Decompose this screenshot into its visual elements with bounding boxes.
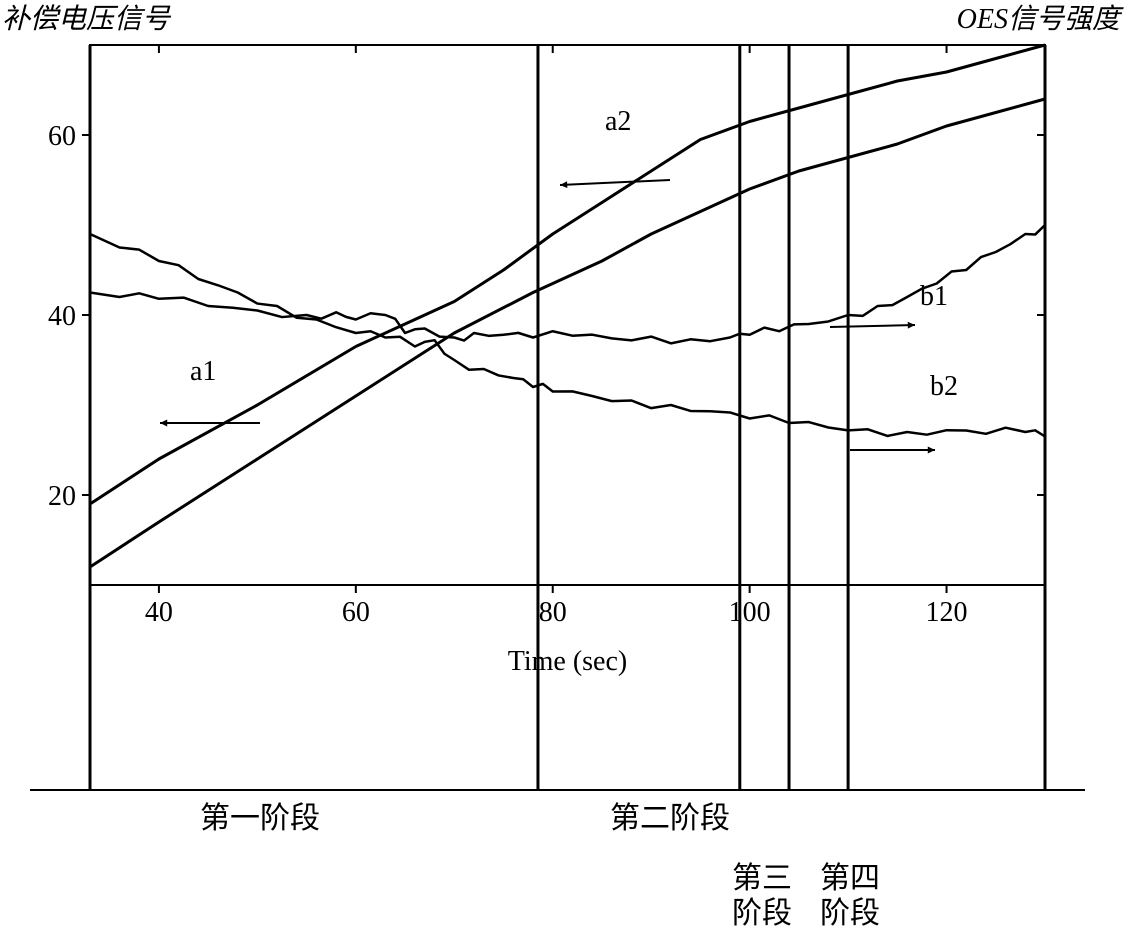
svg-text:阶段: 阶段 — [732, 897, 792, 930]
svg-text:a2: a2 — [605, 106, 631, 137]
svg-text:第二阶段: 第二阶段 — [610, 802, 730, 835]
svg-text:b1: b1 — [920, 281, 948, 312]
svg-text:阶段: 阶段 — [820, 897, 880, 930]
svg-text:60: 60 — [342, 597, 370, 628]
svg-text:60: 60 — [48, 121, 76, 152]
chart-canvas: 20 40 60 40 60 80 100 120 Time (sec) a1 a2 b1 b2 补偿电压… — [0, 0, 1125, 932]
svg-text:Time (sec): Time (sec) — [508, 646, 628, 677]
svg-text:80: 80 — [539, 597, 567, 628]
svg-text:100: 100 — [729, 597, 771, 628]
svg-text:a1: a1 — [190, 356, 216, 387]
svg-text:40: 40 — [145, 597, 173, 628]
svg-text:40: 40 — [48, 301, 76, 332]
svg-text:b2: b2 — [930, 371, 958, 402]
svg-text:第四: 第四 — [820, 862, 880, 895]
svg-text:120: 120 — [926, 597, 968, 628]
svg-text:第一阶段: 第一阶段 — [200, 802, 320, 835]
svg-text:20: 20 — [48, 481, 76, 512]
svg-text:第三: 第三 — [732, 862, 792, 895]
left-axis-title: 补偿电压信号 — [2, 4, 172, 35]
right-axis-title: OES信号强度 — [957, 4, 1124, 35]
